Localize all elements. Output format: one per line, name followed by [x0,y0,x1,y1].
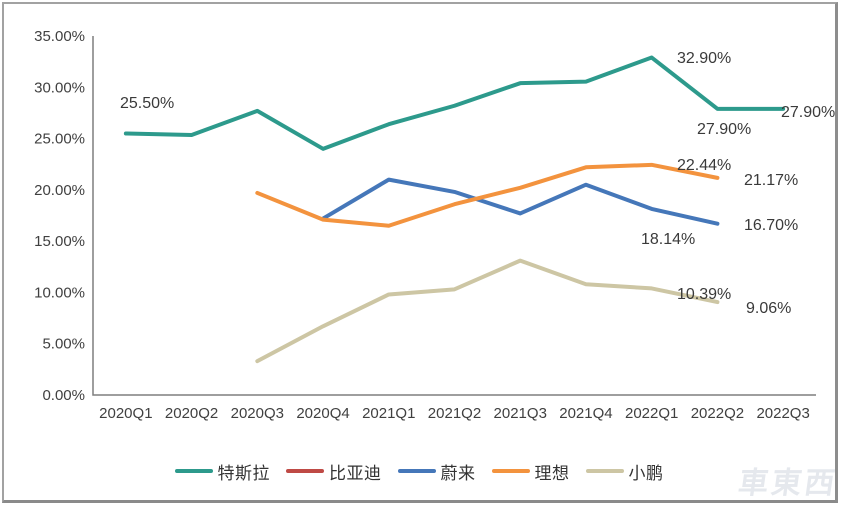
data-label: 21.17% [744,172,798,189]
x-axis-tick-label: 2021Q3 [494,405,547,422]
legend-label-lixiang: 理想 [534,463,570,483]
y-axis-tick-label: 15.00% [34,233,85,250]
data-label: 27.90% [781,104,835,121]
legend-label-xpeng: 小鹏 [628,463,664,483]
series-line-xpeng [255,258,720,364]
y-axis-tick-label: 35.00% [34,28,85,45]
data-label: 18.14% [641,231,695,248]
legend-swatch-tesla [174,469,213,473]
x-axis-tick-label: 2022Q2 [691,405,744,422]
x-axis-tick-label: 2020Q4 [296,405,349,422]
x-axis-tick-label: 2020Q1 [99,405,152,422]
chart-legend: 特斯拉 比亚迪 蔚来 理想 小鹏 [0,458,850,484]
y-axis-tick-label: 20.00% [34,182,85,199]
x-axis-tick-label: 2022Q3 [756,405,809,422]
x-axis-tick-label: 2021Q4 [559,405,612,422]
data-label: 25.50% [120,95,174,112]
legend-swatch-xpeng [585,469,624,473]
data-label: 22.44% [677,157,731,174]
series-line-lixiang [255,162,720,228]
y-axis-tick-label: 25.00% [34,131,85,148]
x-axis-tick-label: 2020Q2 [165,405,218,422]
data-label: 16.70% [744,217,798,234]
series-line-nio [321,177,720,226]
y-axis-tick-label: 0.00% [42,387,85,404]
data-label: 9.06% [746,300,791,317]
y-axis-tick-label: 10.00% [34,284,85,301]
series-line-tesla [123,55,786,151]
legend-swatch-byd [286,469,324,473]
x-axis-tick-label: 2021Q1 [362,405,415,422]
y-axis-tick-label: 5.00% [42,336,85,353]
x-axis-tick-label: 2020Q3 [231,405,284,422]
legend-item-lixiang: 理想 [491,459,582,484]
legend-swatch-lixiang [491,469,530,473]
data-label: 27.90% [697,121,751,138]
legend-swatch-nio [397,469,436,473]
data-label: 32.90% [677,50,731,67]
legend-item-xpeng: 小鹏 [585,459,676,484]
data-label: 10.39% [677,286,731,303]
legend-item-nio: 蔚来 [397,459,488,484]
axis-line [92,36,816,396]
y-axis-tick-label: 30.00% [34,79,85,96]
x-axis-tick-label: 2022Q1 [625,405,678,422]
legend-label-nio: 蔚来 [440,463,476,483]
legend-label-byd: 比亚迪 [329,463,382,483]
legend-item-byd: 比亚迪 [286,459,394,484]
legend-label-tesla: 特斯拉 [217,463,270,483]
x-axis-tick-label: 2021Q2 [428,405,481,422]
legend-item-tesla: 特斯拉 [174,459,283,484]
watermark-logo: 車東西 [736,467,840,500]
